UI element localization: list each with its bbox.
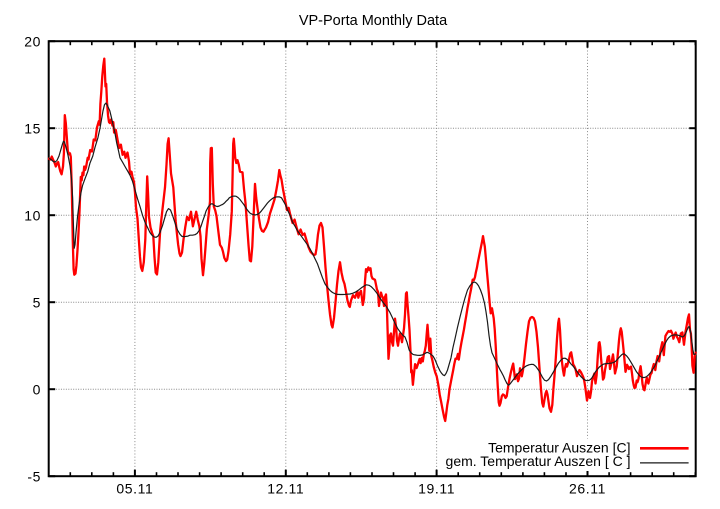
svg-text:gem. Temperatur Auszen [ C ]: gem. Temperatur Auszen [ C ] bbox=[446, 453, 631, 469]
svg-text:Temperatur Auszen [C]: Temperatur Auszen [C] bbox=[488, 440, 630, 456]
svg-text:-5: -5 bbox=[27, 468, 41, 484]
svg-text:10: 10 bbox=[24, 207, 41, 223]
svg-text:20: 20 bbox=[24, 33, 41, 49]
svg-text:5: 5 bbox=[33, 294, 41, 310]
svg-text:12.11: 12.11 bbox=[267, 481, 304, 497]
svg-text:0: 0 bbox=[33, 381, 41, 397]
svg-text:26.11: 26.11 bbox=[569, 481, 606, 497]
svg-text:VP-Porta Monthly Data: VP-Porta Monthly Data bbox=[299, 13, 448, 29]
svg-text:15: 15 bbox=[24, 120, 41, 136]
svg-text:05.11: 05.11 bbox=[116, 481, 153, 497]
svg-text:19.11: 19.11 bbox=[418, 481, 455, 497]
